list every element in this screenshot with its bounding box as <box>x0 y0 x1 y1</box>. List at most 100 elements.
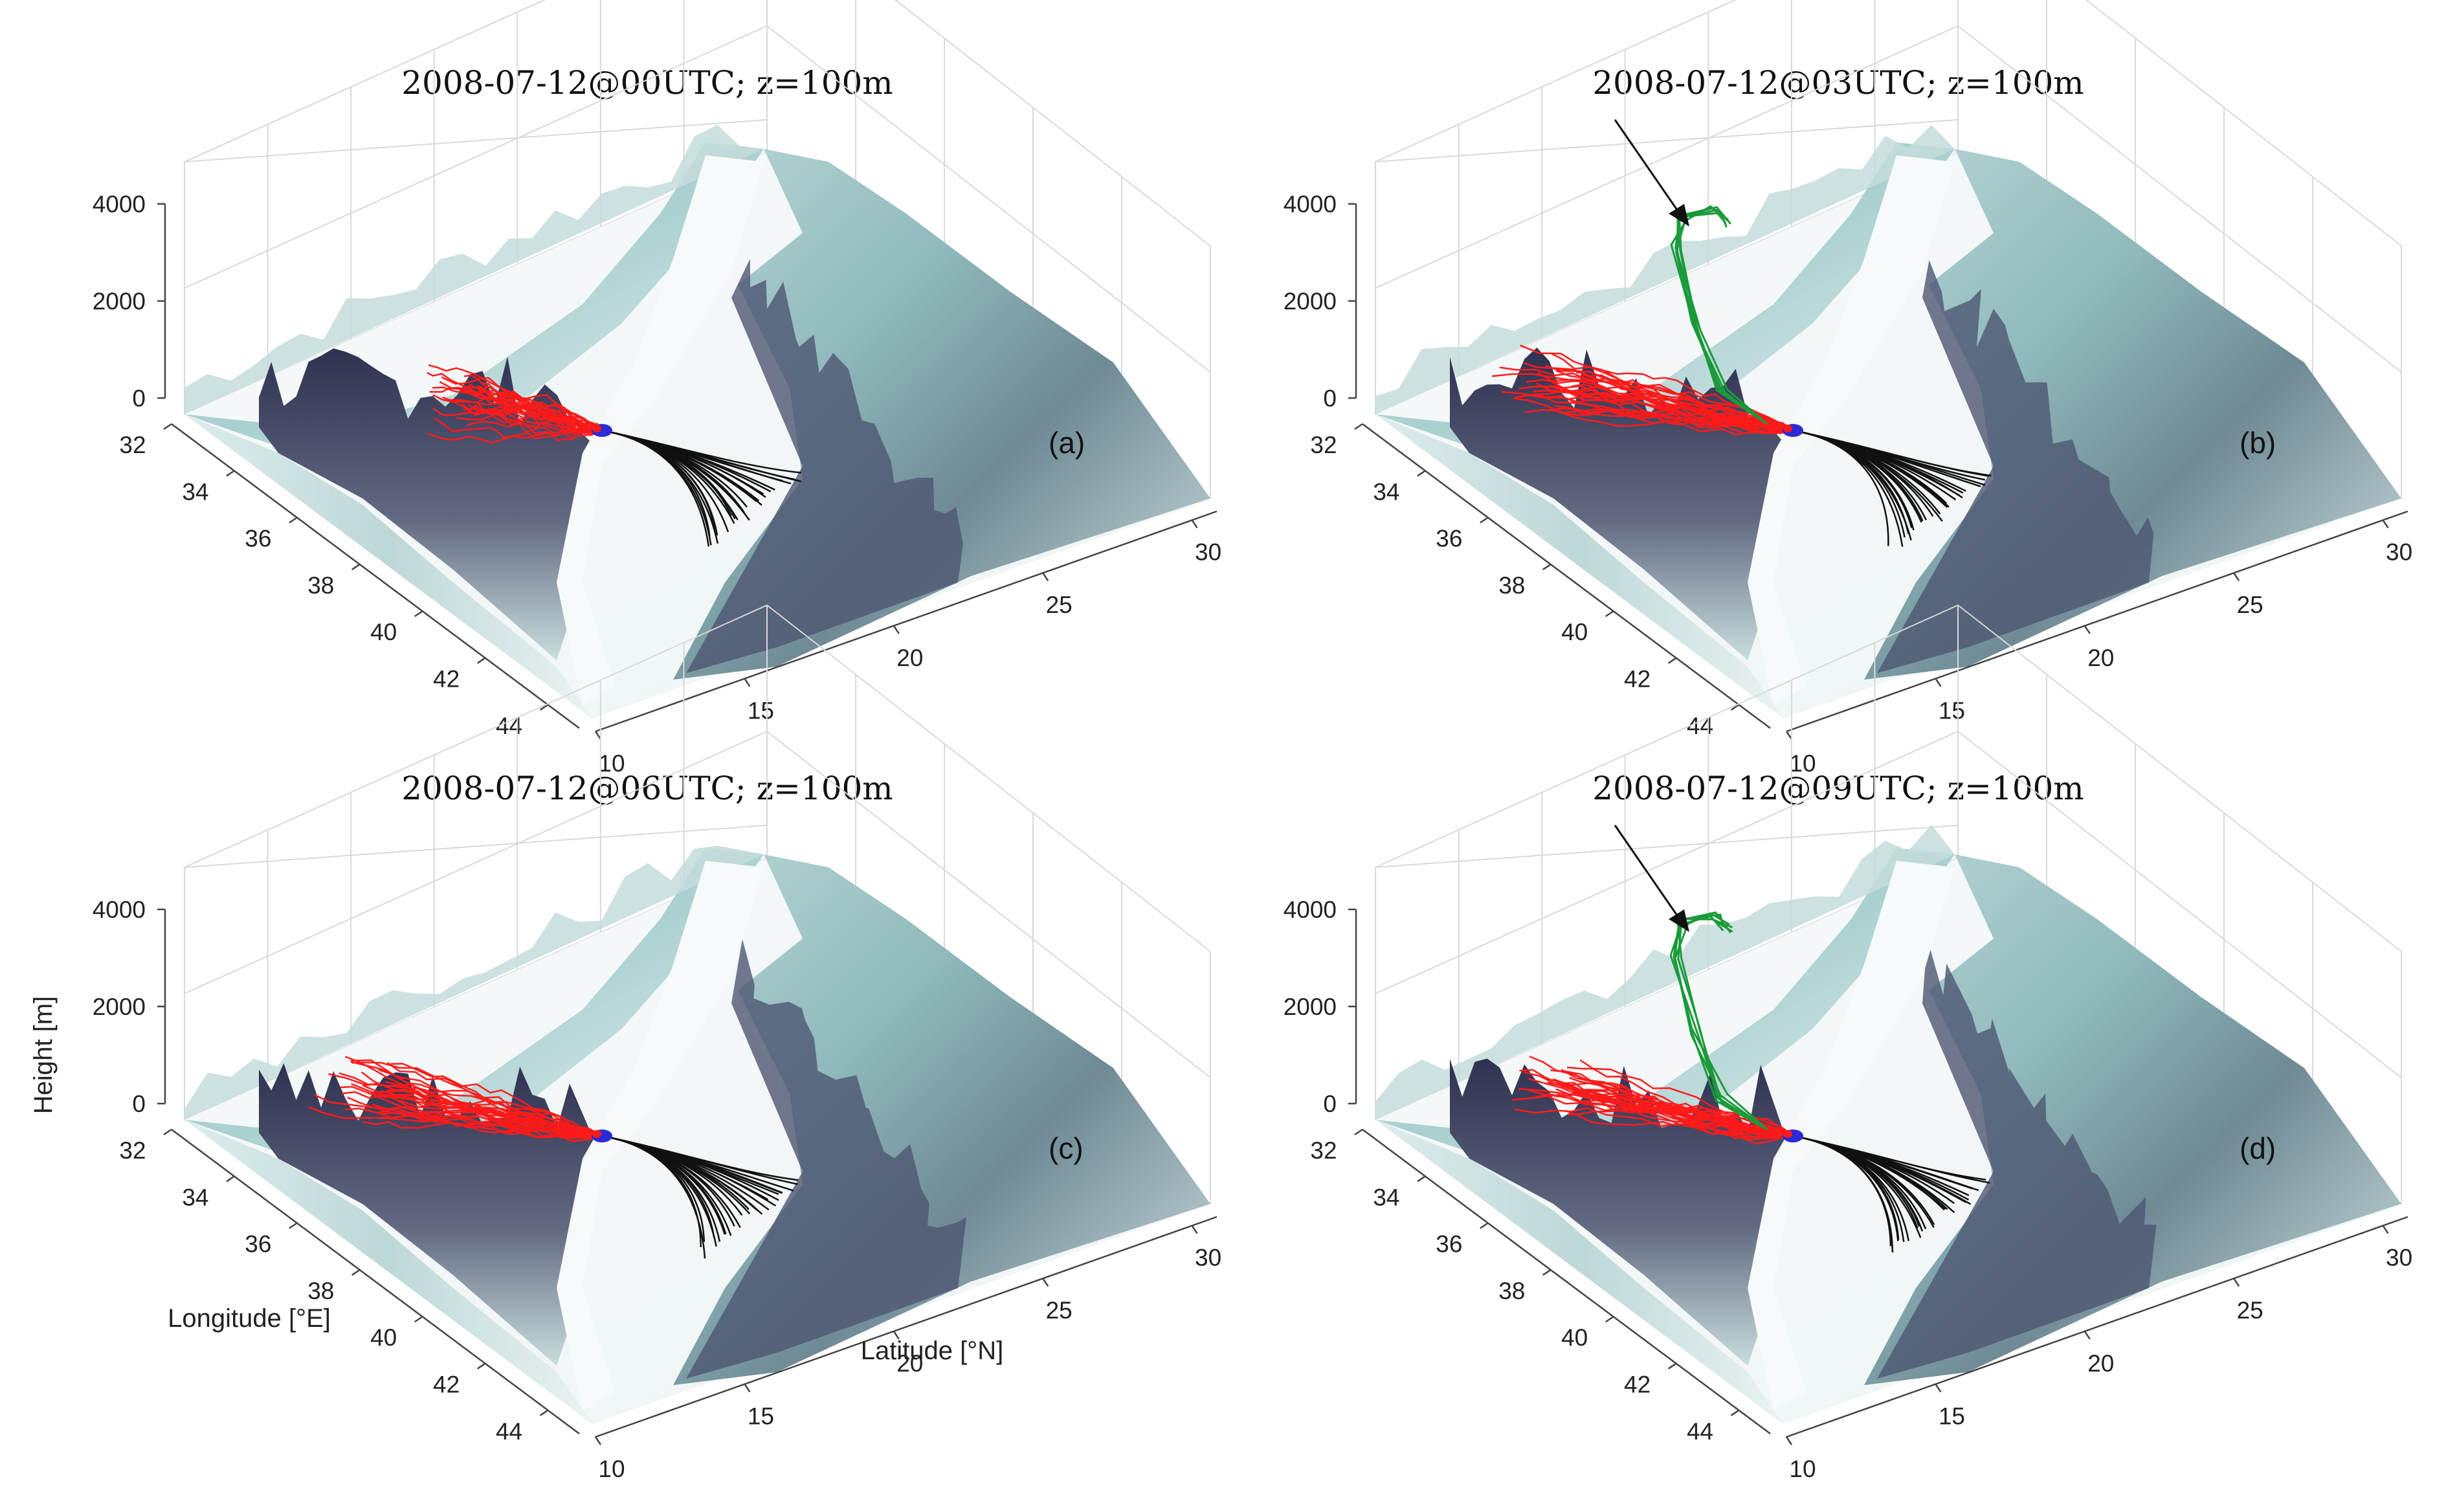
terrain-front-slope <box>1375 1120 1783 1424</box>
trajectories <box>1491 205 1992 547</box>
arrow-shaft <box>1614 825 1681 920</box>
terrain-west-mountains <box>259 348 602 660</box>
longitude-axis <box>171 1128 580 1435</box>
arrow-shaft <box>1614 119 1681 214</box>
z-tick-label: 4000 <box>93 191 146 217</box>
lon-tick-mark <box>1417 1175 1426 1183</box>
trajectory-green <box>1674 912 1768 1131</box>
trajectory-red <box>434 417 603 439</box>
lon-tick-label: 42 <box>433 666 460 693</box>
panel-b: 2008-07-12@03UTC; z=100m 4000 2000 0 32 34 36 3… <box>1284 0 2412 777</box>
trajectory-red <box>1540 385 1794 432</box>
lat-tick-mark <box>893 1331 900 1340</box>
lat-tick-mark <box>744 1383 751 1393</box>
trajectory-red <box>1555 405 1794 432</box>
lat-tick-mark <box>2233 572 2240 581</box>
release-marker-red <box>592 425 601 432</box>
lat-tick-label: 15 <box>1939 697 1965 724</box>
lon-tick-mark <box>1730 704 1740 711</box>
lon-tick-mark <box>414 610 423 617</box>
lon-tick-label: 38 <box>307 572 334 599</box>
lon-tick-mark <box>1354 423 1363 430</box>
trajectory-black <box>601 429 801 474</box>
lon-tick-label: 40 <box>370 619 397 645</box>
grid-line <box>184 605 768 868</box>
trajectory-red <box>1521 394 1794 432</box>
lon-tick-mark <box>539 704 549 711</box>
trajectory-red <box>1575 370 1794 432</box>
z-tick-label: 2000 <box>93 994 146 1020</box>
lon-tick-mark <box>476 657 486 664</box>
grid-line <box>184 0 546 162</box>
lon-tick-mark <box>351 563 361 570</box>
panel-a: 2008-07-12@00UTC; z=100m 4000 2000 0 32 34 36 3… <box>93 0 1221 777</box>
longitude-axis <box>171 423 580 729</box>
trajectory-green <box>1674 206 1768 425</box>
trajectory-red <box>1518 386 1794 432</box>
lon-tick-label: 40 <box>1561 1324 1588 1351</box>
annotation-arrow <box>1614 825 1689 932</box>
trajectories <box>1512 911 1990 1253</box>
release-marker-red <box>1783 1130 1792 1138</box>
lon-tick-mark <box>1667 657 1677 664</box>
terrain-east-peaks <box>1877 260 2154 673</box>
lon-tick-mark <box>1480 1222 1489 1229</box>
z-tick-label: 0 <box>1323 385 1337 412</box>
lat-tick-label: 30 <box>2386 1245 2412 1271</box>
lat-tick-mark <box>2382 1225 2389 1234</box>
lon-tick-mark <box>1542 1269 1551 1276</box>
lat-tick-mark <box>1935 678 1942 687</box>
longitude-axis-label: Longitude [°E] <box>168 1304 331 1333</box>
lat-tick-label: 25 <box>2237 592 2263 618</box>
latitude-axis <box>1786 1216 2408 1438</box>
lat-tick-mark <box>744 678 751 687</box>
trajectory-red <box>1528 1078 1794 1137</box>
lat-tick-label: 25 <box>1046 1297 1073 1324</box>
lat-tick-mark <box>2084 1331 2091 1340</box>
grid-line <box>766 731 1211 1078</box>
lon-tick-label: 32 <box>119 1137 146 1164</box>
panel-title: 2008-07-12@00UTC; z=100m <box>401 64 893 102</box>
latitude-axis-label: Latitude [°N] <box>861 1337 1004 1365</box>
lon-tick-label: 36 <box>1436 526 1462 552</box>
panel-label: (d) <box>2240 1131 2276 1165</box>
panel-label: (b) <box>2240 426 2276 460</box>
lon-tick-mark <box>226 470 235 477</box>
trajectories <box>308 1056 799 1259</box>
lon-tick-label: 40 <box>370 1324 397 1351</box>
panel-title: 2008-07-12@06UTC; z=100m <box>401 770 893 807</box>
lon-tick-mark <box>289 1222 298 1229</box>
lon-tick-label: 32 <box>1310 1137 1337 1164</box>
lat-tick-mark <box>2233 1278 2240 1287</box>
lon-tick-mark <box>1605 610 1614 617</box>
z-tick-label: 2000 <box>1284 288 1337 315</box>
z-tick-label: 0 <box>132 1091 146 1117</box>
release-marker-red <box>1783 425 1792 432</box>
grid-line <box>1375 731 1959 994</box>
sea-channel <box>1748 861 1955 1411</box>
panel-d: 2008-07-12@09UTC; z=100m 4000 2000 0 32 34 36 3… <box>1284 605 2412 1482</box>
lon-tick-label: 38 <box>307 1278 334 1304</box>
trajectory-red <box>372 1103 603 1142</box>
lat-tick-label: 10 <box>1789 750 1816 777</box>
trajectory-red <box>1524 408 1794 436</box>
latitude-axis <box>595 1216 1217 1438</box>
trajectory-red <box>1579 1059 1794 1137</box>
lat-tick-label: 10 <box>598 750 625 777</box>
trajectory-red <box>1564 1109 1794 1138</box>
panel-label: (a) <box>1049 426 1085 460</box>
trajectory-red <box>439 381 603 431</box>
terrain-east-peaks <box>1877 939 2157 1379</box>
z-tick-label: 4000 <box>1284 191 1337 217</box>
z-tick-label: 2000 <box>1284 994 1337 1020</box>
trajectory-red <box>386 1062 603 1137</box>
panel-label: (c) <box>1049 1131 1084 1165</box>
longitude-axis <box>1362 423 1771 729</box>
trajectories <box>427 364 801 547</box>
lon-tick-label: 36 <box>245 1231 271 1258</box>
z-tick-label: 4000 <box>1284 896 1337 923</box>
